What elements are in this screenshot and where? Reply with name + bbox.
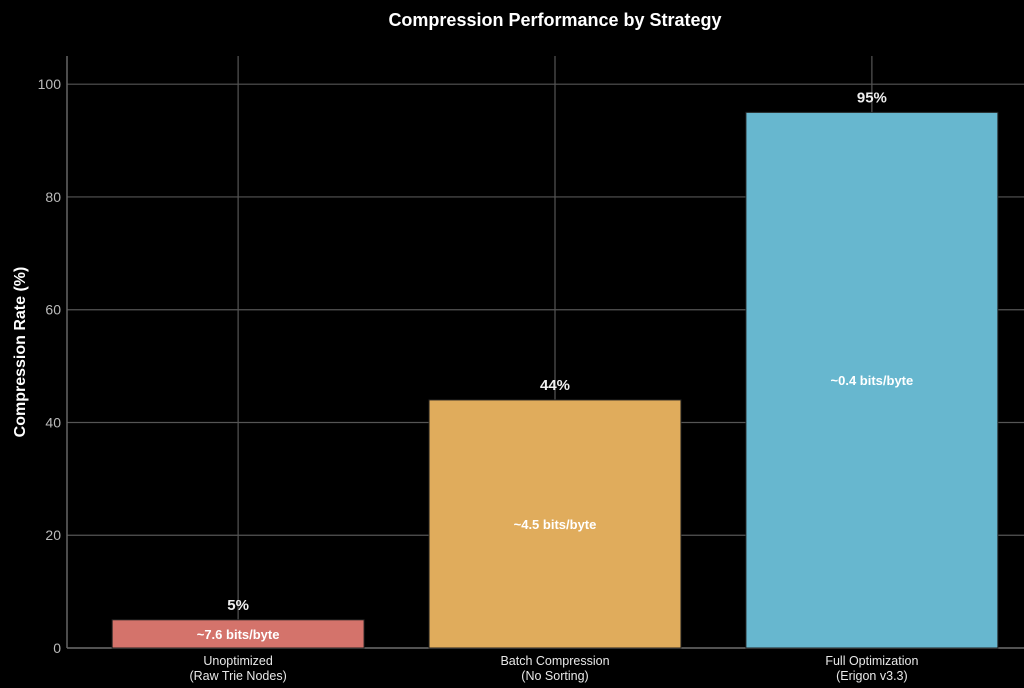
chart-title: Compression Performance by Strategy bbox=[388, 10, 721, 30]
y-tick-label: 80 bbox=[45, 189, 61, 205]
x-tick-sublabel: (Raw Trie Nodes) bbox=[189, 669, 286, 683]
bar-value-label: 44% bbox=[540, 377, 570, 394]
y-axis-label: Compression Rate (%) bbox=[12, 267, 29, 438]
bar-value-label: 5% bbox=[227, 597, 249, 614]
bar bbox=[111, 619, 365, 649]
x-tick-label: Batch Compression bbox=[500, 654, 609, 668]
x-tick-label: Unoptimized bbox=[203, 654, 273, 668]
bar-inner-label: ~4.5 bits/byte bbox=[514, 517, 597, 532]
bar-value-label: 95% bbox=[857, 89, 887, 106]
x-tick-label: Full Optimization bbox=[825, 654, 918, 668]
x-tick-sublabel: (Erigon v3.3) bbox=[836, 669, 908, 683]
bar-inner-label: ~0.4 bits/byte bbox=[831, 373, 914, 388]
y-tick-label: 20 bbox=[45, 527, 61, 543]
bar bbox=[428, 399, 682, 649]
x-tick-sublabel: (No Sorting) bbox=[521, 669, 588, 683]
bar bbox=[745, 111, 999, 649]
bar-inner-label: ~7.6 bits/byte bbox=[197, 627, 280, 642]
y-tick-label: 100 bbox=[38, 76, 62, 92]
y-tick-label: 60 bbox=[45, 302, 61, 318]
y-tick-label: 0 bbox=[53, 640, 61, 656]
y-tick-label: 40 bbox=[45, 414, 61, 430]
